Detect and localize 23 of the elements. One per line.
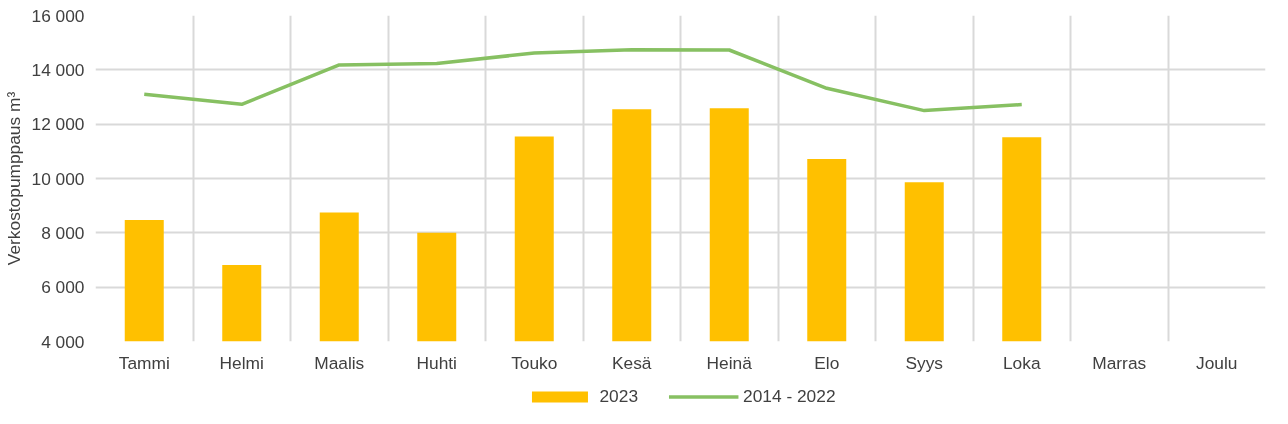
x-tick-label: Syys	[905, 352, 944, 373]
x-tick-label: Loka	[1002, 352, 1041, 373]
x-tick-label: Huhti	[416, 352, 457, 373]
x-tick-label: Touko	[511, 352, 558, 373]
x-tick-label: Heinä	[706, 352, 753, 373]
x-tick-label: Tammi	[118, 352, 170, 373]
x-tick-label: Elo	[814, 352, 840, 373]
legend-label: 2014 - 2022	[743, 385, 836, 407]
y-axis-title: Verkostopumppaus m³	[3, 91, 24, 266]
x-tick-label: Joulu	[1196, 352, 1238, 373]
x-tick-label: Maalis	[314, 352, 365, 373]
x-tick-label: Helmi	[219, 352, 264, 373]
y-tick-label: 8 000	[41, 222, 85, 243]
y-tick-label: 16 000	[31, 5, 85, 26]
y-tick-label: 12 000	[31, 114, 85, 135]
x-tick-label: Marras	[1092, 352, 1147, 373]
y-tick-label: 4 000	[41, 331, 85, 352]
line-series	[142, 47, 1024, 113]
legend-label: 2023	[599, 385, 639, 407]
x-tick-label: Kesä	[612, 352, 652, 373]
y-tick-label: 10 000	[31, 168, 85, 189]
y-tick-label: 6 000	[41, 277, 85, 298]
y-tick-label: 14 000	[31, 59, 85, 80]
